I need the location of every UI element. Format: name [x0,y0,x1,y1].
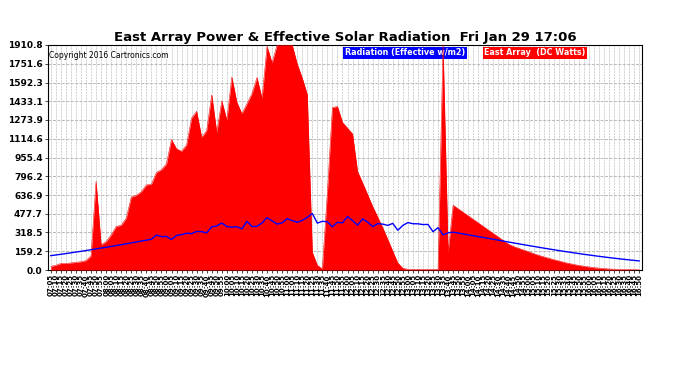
Title: East Array Power & Effective Solar Radiation  Fri Jan 29 17:06: East Array Power & Effective Solar Radia… [114,31,576,44]
Text: East Array  (DC Watts): East Array (DC Watts) [484,48,586,57]
Text: Radiation (Effective w/m2): Radiation (Effective w/m2) [345,48,465,57]
Text: Copyright 2016 Cartronics.com: Copyright 2016 Cartronics.com [50,51,169,60]
